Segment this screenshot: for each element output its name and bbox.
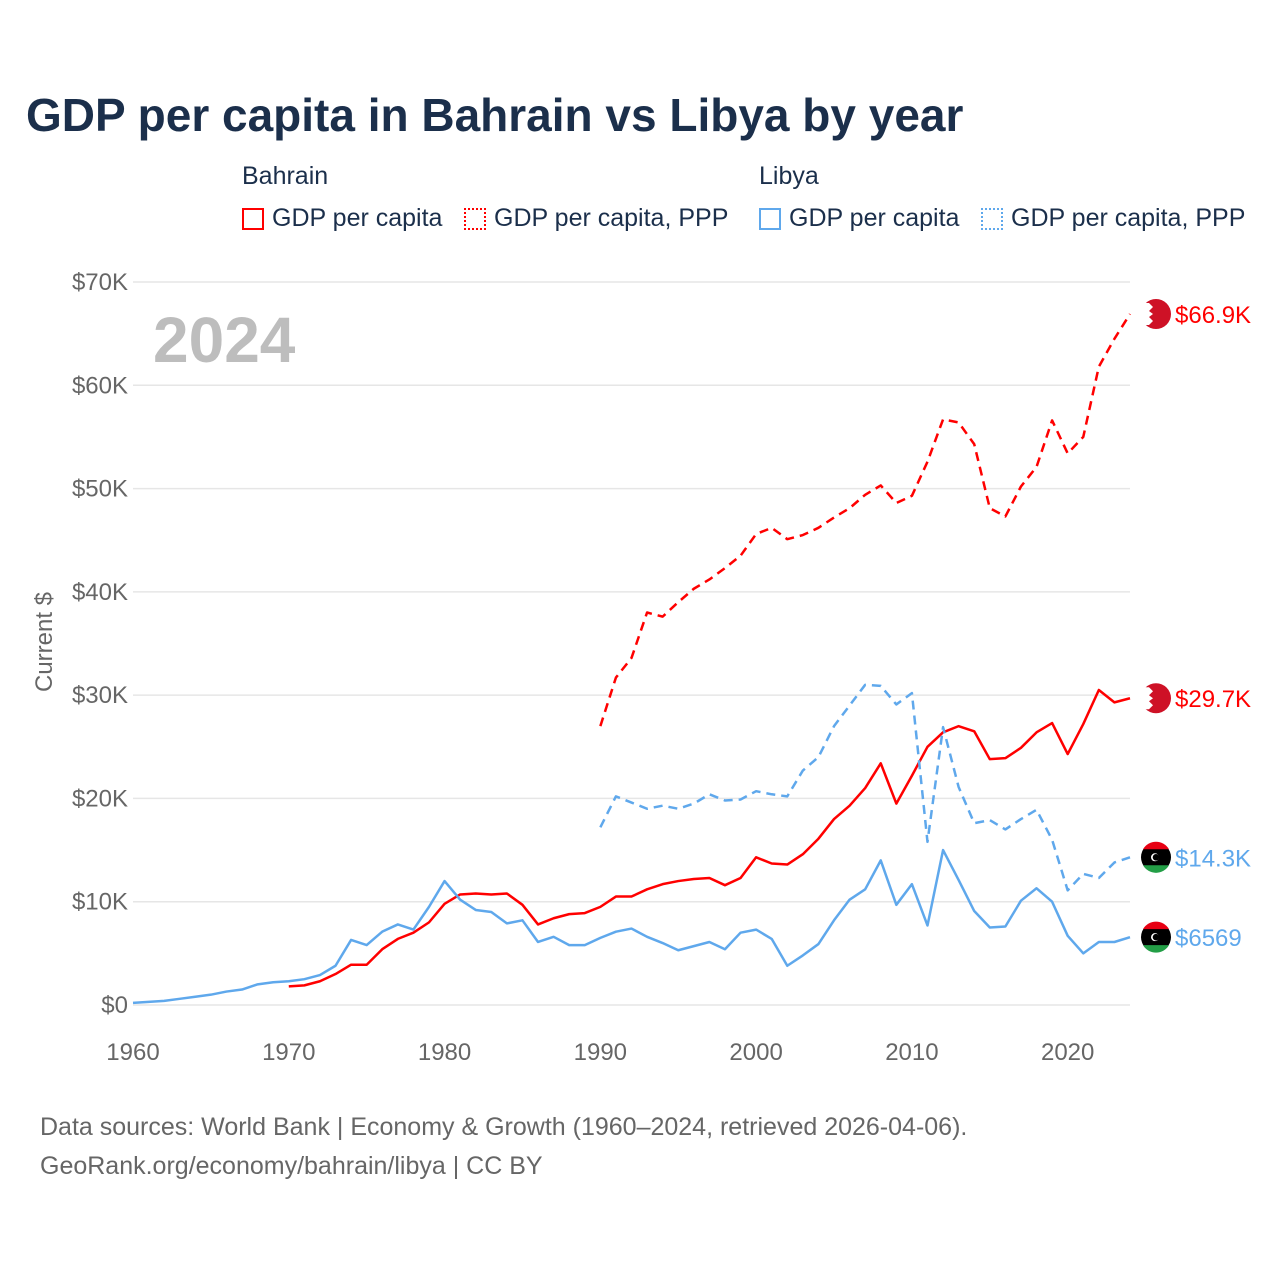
legend-libya-ppp[interactable]: GDP per capita, PPP — [981, 204, 1245, 233]
source-line-1: Data sources: World Bank | Economy & Gro… — [40, 1113, 968, 1141]
legend-swatch-dotted-red — [464, 207, 486, 230]
legend-swatch-solid-red — [242, 207, 264, 230]
chart-title: GDP per capita in Bahrain vs Libya by ye… — [26, 89, 964, 141]
bahrain-flag-icon — [1141, 299, 1171, 330]
end-value-label: $6569 — [1175, 925, 1242, 952]
series-line-bahrain-dashed — [599, 313, 1132, 727]
legend-group-libya: Libya — [759, 162, 819, 190]
flag-crescent-cut — [1152, 854, 1160, 861]
legend-label: GDP per capita — [789, 204, 960, 232]
legend-label: GDP per capita — [272, 204, 443, 232]
y-axis-label: Current $ — [31, 592, 58, 692]
x-tick-label: 2010 — [885, 1039, 938, 1066]
x-tick-label: 1960 — [106, 1039, 159, 1066]
y-tick-label: $40K — [72, 579, 128, 606]
x-tick-label: 2000 — [729, 1039, 782, 1066]
flag-red — [1143, 921, 1169, 930]
libya-flag-icon — [1141, 921, 1171, 953]
y-tick-label: $10K — [72, 889, 128, 916]
legend-group-bahrain: Bahrain — [242, 162, 329, 190]
legend-bahrain-gdp[interactable]: GDP per capita — [242, 204, 442, 233]
x-tick-label: 1970 — [262, 1039, 315, 1066]
legend-label: GDP per capita, PPP — [494, 204, 729, 232]
legend-libya-gdp[interactable]: GDP per capita — [759, 204, 959, 233]
year-watermark: 2024 — [153, 304, 296, 376]
end-value-label: $66.9K — [1175, 302, 1251, 329]
flag-white — [1141, 687, 1153, 710]
y-tick-label: $0 — [101, 992, 128, 1019]
end-value-label: $29.7K — [1175, 686, 1251, 713]
y-tick-label: $60K — [72, 372, 128, 399]
x-tick-label: 1990 — [574, 1039, 627, 1066]
legend-swatch-dotted-blue — [981, 207, 1003, 230]
flag-green — [1143, 865, 1169, 873]
libya-flag-icon — [1141, 841, 1171, 873]
x-tick-label: 1980 — [418, 1039, 471, 1066]
source-line-2[interactable]: GeoRank.org/economy/bahrain/libya | CC B… — [40, 1152, 543, 1180]
bahrain-flag-icon — [1141, 683, 1171, 714]
series-line-libya-solid — [132, 848, 1131, 1005]
y-tick-label: $20K — [72, 785, 128, 812]
flag-crescent-cut — [1152, 933, 1160, 941]
flag-red — [1143, 841, 1169, 850]
y-tick-label: $30K — [72, 682, 128, 709]
x-tick-label: 2020 — [1041, 1039, 1094, 1066]
y-tick-label: $50K — [72, 476, 128, 503]
series-line-libya-dashed — [599, 683, 1131, 892]
legend-bahrain-ppp[interactable]: GDP per capita, PPP — [464, 204, 728, 233]
legend-swatch-solid-blue — [759, 207, 781, 230]
legend-label: GDP per capita, PPP — [1011, 204, 1246, 232]
y-tick-label: $70K — [72, 269, 128, 296]
end-value-label: $14.3K — [1175, 845, 1251, 872]
flag-white — [1141, 303, 1153, 326]
source-note: Data sources: World Bank | Economy & Gro… — [40, 1108, 967, 1186]
flag-green — [1143, 945, 1169, 953]
series-line-bahrain-solid — [288, 688, 1131, 988]
